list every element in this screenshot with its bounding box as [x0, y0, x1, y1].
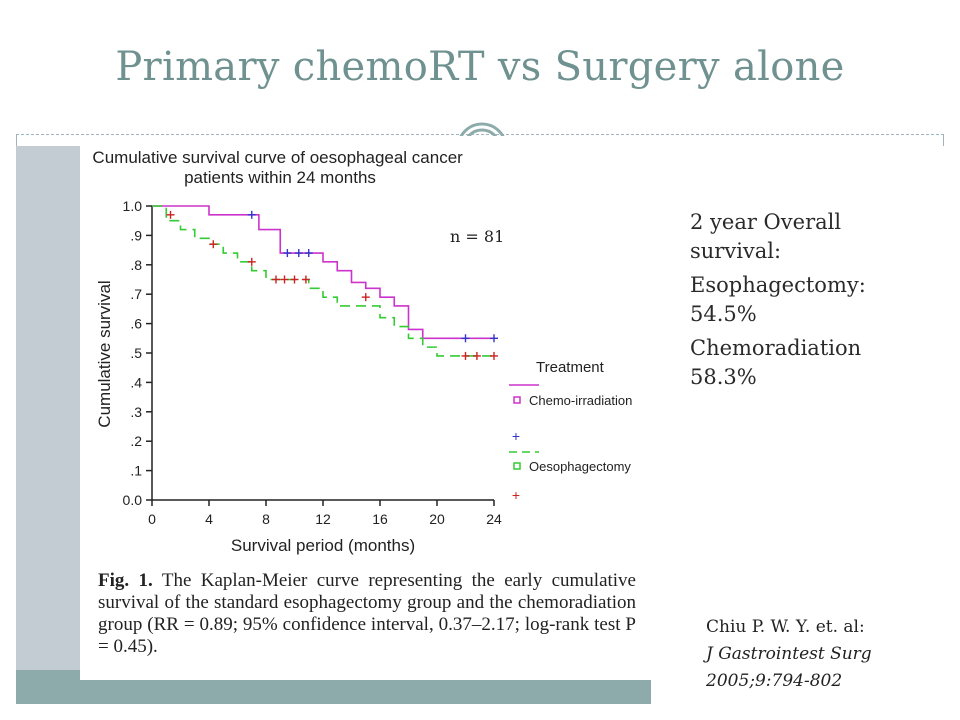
- survival-summary: 2 year Overall survival: Esophagectomy: …: [690, 208, 930, 397]
- censor-mark: [461, 334, 470, 343]
- caption-label: Fig. 1.: [98, 570, 153, 591]
- y-tick-label: .5: [130, 345, 142, 361]
- y-tick-label: 1.0: [123, 198, 143, 214]
- censor-mark: [301, 275, 310, 284]
- summary-esophagectomy: Esophagectomy: 54.5%: [690, 273, 866, 326]
- title-divider: [16, 134, 944, 135]
- oesophagectomy-survival-line: [152, 205, 494, 357]
- chart-title-line-1: Cumulative survival curve of oesophageal…: [92, 148, 463, 167]
- censor-mark: [290, 275, 299, 284]
- x-axis-label: Survival period (months): [231, 536, 415, 555]
- censor-mark: [472, 351, 481, 360]
- citation-ref: 2005;9:794-802: [706, 671, 843, 691]
- n-annotation: n = 81: [450, 227, 504, 246]
- censor-mark: [247, 210, 256, 219]
- citation: Chiu P. W. Y. et. al: J Gastrointest Sur…: [706, 614, 936, 695]
- chart-title-line-2: patients within 24 months: [184, 168, 376, 187]
- chemo-irradiation-survival-line: [152, 205, 494, 340]
- figure-panel: Cumulative survival curve of oesophageal…: [80, 136, 651, 680]
- citation-journal: J Gastrointest Surg: [706, 644, 872, 664]
- x-tick-label: 0: [148, 511, 156, 527]
- censor-mark: [294, 249, 303, 258]
- km-chart: Cumulative survival curve of oesophageal…: [92, 148, 632, 555]
- legend-esoph-label: Oesophagectomy: [529, 459, 631, 474]
- censor-mark: [209, 240, 218, 249]
- censor-mark: [490, 351, 498, 360]
- censor-mark: [361, 293, 370, 302]
- x-tick-label: 12: [315, 511, 331, 527]
- censor-mark: [283, 249, 292, 258]
- y-tick-label: .3: [130, 404, 142, 420]
- y-tick-label: .8: [130, 257, 142, 273]
- right-panel: [651, 146, 944, 704]
- x-tick-label: 24: [486, 511, 502, 527]
- legend-esoph-censor: +: [512, 487, 520, 503]
- legend-chemo-marker: [513, 396, 521, 404]
- title-band: [16, 16, 944, 134]
- summary-heading: 2 year Overall survival:: [690, 210, 842, 263]
- y-tick-label: .1: [130, 463, 142, 479]
- series-layer: [152, 205, 498, 360]
- y-tick-label: .9: [130, 227, 142, 243]
- y-tick-label: .2: [130, 433, 142, 449]
- censor-mark: [461, 351, 470, 360]
- y-axis-label: Cumulative survival: [95, 280, 114, 427]
- x-tick-label: 20: [429, 511, 445, 527]
- chart-title: Cumulative survival curve of oesophageal…: [92, 148, 467, 187]
- censor-mark: [271, 275, 280, 284]
- censor-mark: [166, 210, 175, 219]
- legend-chemo-label: Chemo-irradiation: [529, 393, 632, 408]
- x-tick-label: 8: [262, 511, 270, 527]
- y-axis: 0.0 .1 .2 .3 .4 .5 .6 .7 .8 .9 1.0: [123, 198, 153, 508]
- censor-mark: [490, 334, 498, 343]
- censor-mark: [247, 257, 256, 266]
- y-tick-label: .6: [130, 316, 142, 332]
- caption-text: The Kaplan-Meier curve representing the …: [98, 570, 636, 657]
- legend: Treatment Chemo-irradiation + Oesophagec…: [509, 359, 632, 503]
- y-tick-label: .7: [130, 286, 142, 302]
- x-tick-label: 4: [205, 511, 213, 527]
- x-axis: 0 4 8 12 16 20 24: [148, 499, 502, 527]
- censor-mark: [304, 249, 313, 258]
- legend-title: Treatment: [536, 359, 605, 376]
- legend-chemo-censor: +: [512, 428, 520, 444]
- x-tick-label: 16: [372, 511, 388, 527]
- y-tick-label: .4: [130, 374, 142, 390]
- summary-chemoradiation: Chemoradiation 58.3%: [690, 336, 862, 389]
- figure-caption: Fig. 1. The Kaplan-Meier curve represent…: [98, 570, 636, 658]
- legend-esoph-marker: [513, 462, 521, 470]
- slide-title: Primary chemoRT vs Surgery alone: [115, 44, 845, 90]
- citation-authors: Chiu P. W. Y. et. al:: [706, 617, 865, 637]
- censor-mark: [280, 275, 289, 284]
- y-tick-label: 0.0: [123, 492, 143, 508]
